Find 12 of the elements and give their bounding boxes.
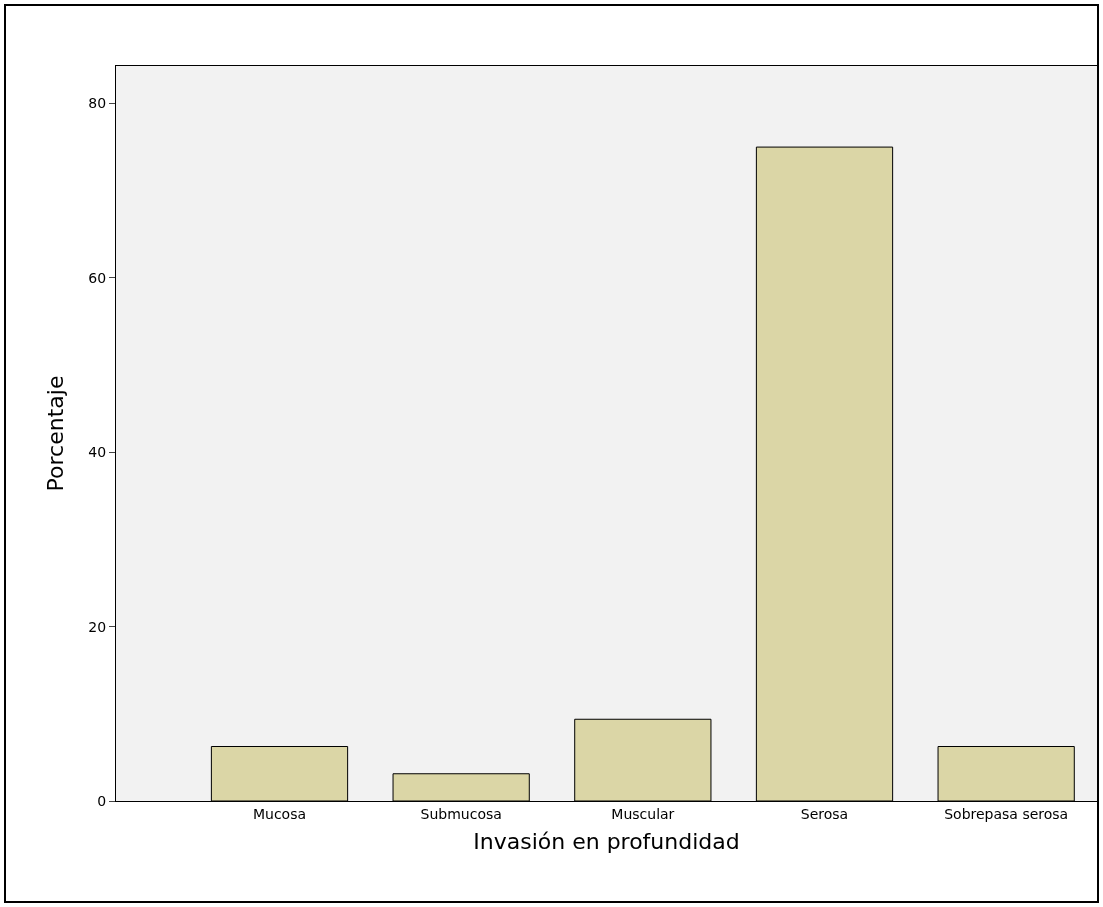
y-tick-label: 60 bbox=[88, 269, 107, 286]
y-axis-title: Porcentaje bbox=[43, 375, 69, 492]
y-tick-label: 0 bbox=[97, 792, 107, 809]
x-tick-label: Submucosa bbox=[420, 805, 502, 822]
x-tick-label: Mucosa bbox=[252, 805, 307, 822]
x-tick-label: Serosa bbox=[800, 805, 849, 822]
x-axis-title: Invasión en profundidad bbox=[473, 828, 740, 854]
y-tick-label: 80 bbox=[88, 95, 107, 112]
y-tick-label: 40 bbox=[88, 444, 107, 461]
x-tick-label: Sobrepasa serosa bbox=[944, 805, 1069, 822]
x-tick-label: Muscular bbox=[611, 805, 675, 822]
y-tick-label: 20 bbox=[88, 618, 107, 635]
